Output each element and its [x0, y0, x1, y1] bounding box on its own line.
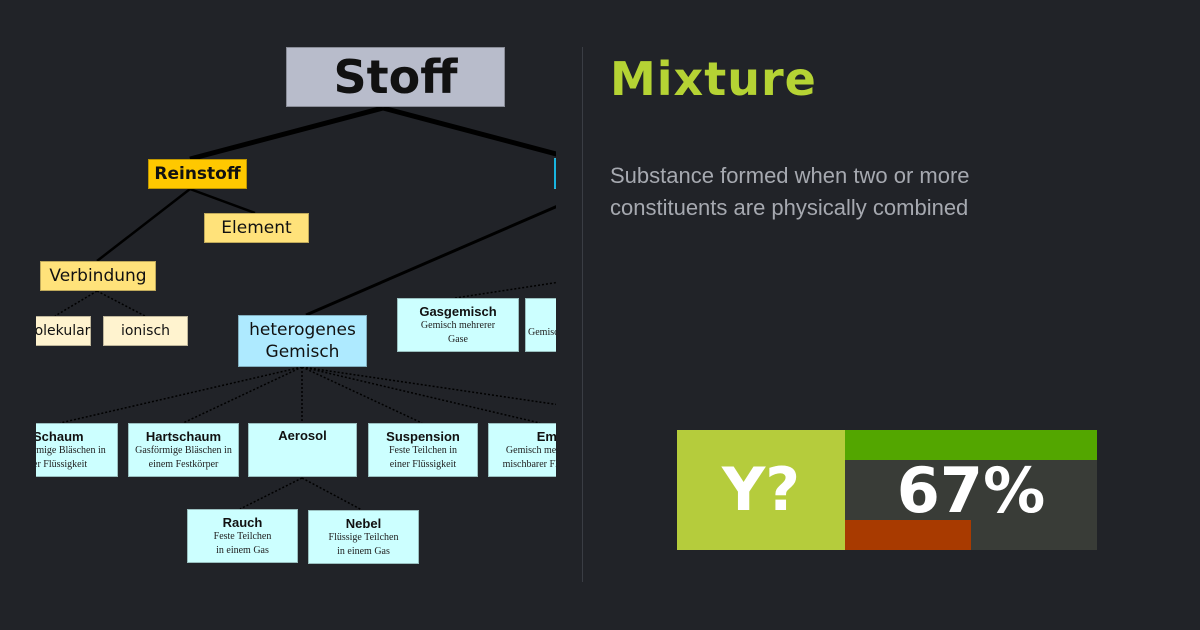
- green-bar: [845, 430, 1097, 460]
- node-title: Suspension: [386, 428, 460, 444]
- node-cut: L Gemisch: [525, 298, 556, 352]
- node-title: Rauch: [222, 514, 263, 530]
- node-suspension: Suspension Feste Teilchen in einer Flüss…: [368, 423, 478, 477]
- node-desc: Feste Teilchen in einem Gas: [213, 530, 272, 556]
- node-desc: Flüssige Teilchen in einem Gas: [328, 531, 399, 557]
- node-desc: rmige Bläschen in er Flüssigkeit: [36, 444, 106, 470]
- node-ionisch: ionisch: [103, 316, 188, 346]
- node-title: Hartschaum: [145, 428, 222, 444]
- score-badge: Y? 67%: [677, 430, 1097, 550]
- node-title: Schaum: [36, 428, 84, 444]
- description: Substance formed when two or more consti…: [610, 163, 970, 220]
- node-desc: Gemisch mehrerer mischbarer Flüssigk: [502, 444, 556, 470]
- node-title: Aerosol: [278, 428, 327, 443]
- node-heterogenes-gemisch: heterogenes Gemisch: [238, 315, 367, 367]
- node-aerosol: Aerosol: [248, 423, 357, 477]
- percent-text: 67%: [896, 453, 1046, 527]
- node-desc: Gemisch mehrerer Gase: [420, 319, 496, 345]
- node-reinstoff: Reinstoff: [148, 159, 247, 189]
- node-molekular: olekular: [36, 316, 91, 346]
- divider: [582, 47, 583, 582]
- diagram-image: Stoff Reinstoff Element Verbindung oleku…: [36, 0, 556, 630]
- node-desc: Feste Teilchen in einer Flüssigkeit: [389, 444, 457, 470]
- node-element: Element: [204, 213, 309, 243]
- node-gasgemisch: Gasgemisch Gemisch mehrerer Gase: [397, 298, 519, 352]
- node-emulsion: Emulsi Gemisch mehrerer mischbarer Flüss…: [488, 423, 556, 477]
- node-stoff: Stoff: [286, 47, 505, 107]
- node-schaum: Schaum rmige Bläschen in er Flüssigkeit: [36, 423, 118, 477]
- node-rauch: Rauch Feste Teilchen in einem Gas: [187, 509, 298, 563]
- diagram-connectors: [54, 105, 556, 511]
- node-cut-blue: [554, 158, 556, 189]
- percent-panel: 67%: [845, 430, 1097, 550]
- node-hartschaum: Hartschaum Gasförmige Bläschen in einem …: [128, 423, 239, 477]
- node-desc: Gasförmige Bläschen in einem Festkörper: [135, 444, 232, 470]
- node-nebel: Nebel Flüssige Teilchen in einem Gas: [308, 510, 419, 564]
- red-bar: [845, 520, 971, 550]
- page-title: Mixture: [610, 52, 817, 106]
- node-verbindung: Verbindung: [40, 261, 156, 291]
- node-desc: Gemisch: [528, 326, 556, 338]
- badge-label: Y?: [677, 430, 845, 550]
- node-title: Emulsi: [536, 428, 556, 444]
- node-title: Nebel: [345, 515, 382, 531]
- node-title: Gasgemisch: [419, 303, 497, 319]
- node-title: L: [528, 311, 556, 326]
